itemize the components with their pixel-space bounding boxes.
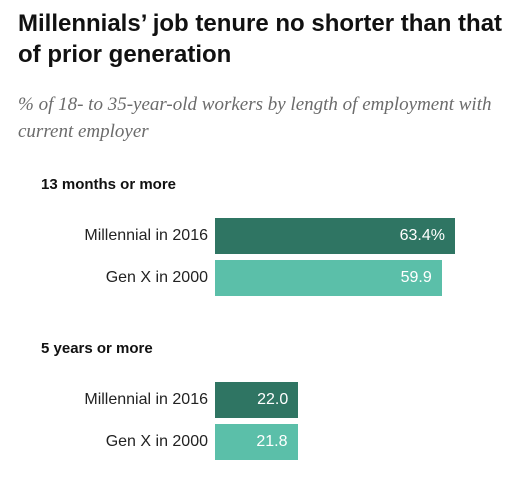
group-label: 13 months or more [41, 176, 177, 193]
chart-subtitle: % of 18- to 35-year-old workers by lengt… [18, 94, 492, 142]
bar: 59.9 [215, 260, 442, 296]
group-label: 5 years or more [41, 340, 153, 357]
category-label: Gen X in 2000 [105, 269, 208, 286]
data-label: 59.9 [400, 269, 432, 286]
category-label: Millennial in 2016 [84, 391, 208, 408]
data-label: 63.4% [399, 227, 445, 244]
bar: 22.0 [215, 382, 299, 418]
category-label: Millennial in 2016 [84, 227, 208, 244]
chart-title: Millennials’ job tenure no shorter than … [18, 10, 503, 68]
data-label: 21.8 [256, 433, 288, 450]
category-label: Gen X in 2000 [105, 433, 208, 450]
data-label: 22.0 [257, 391, 289, 408]
bar: 63.4% [215, 218, 455, 254]
bar: 21.8 [215, 424, 298, 460]
